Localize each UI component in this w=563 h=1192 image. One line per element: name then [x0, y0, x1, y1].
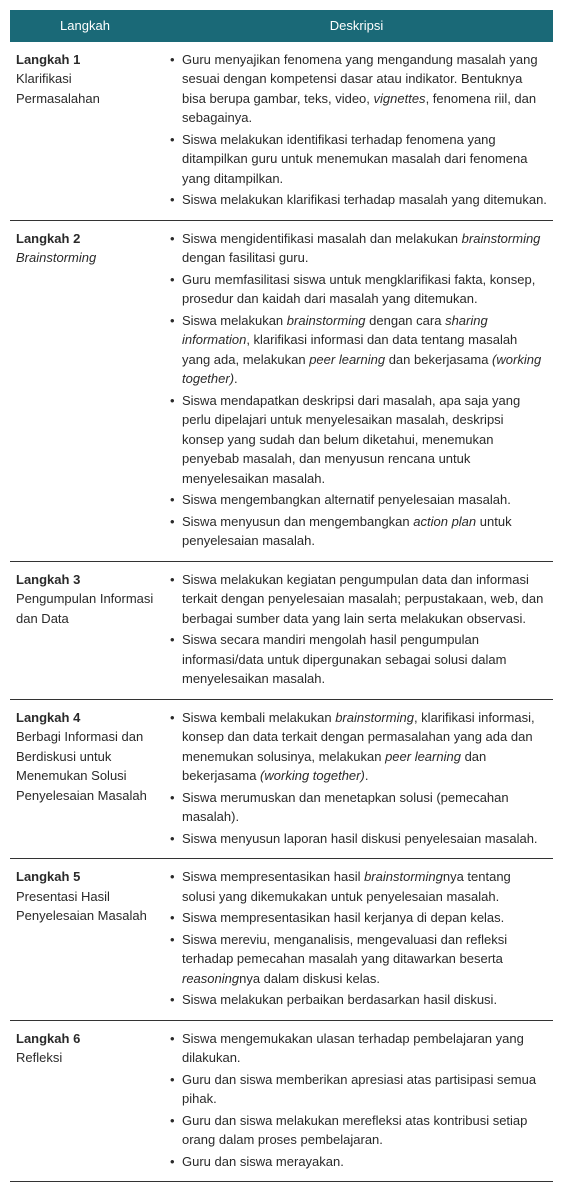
desc-cell: Siswa mengemukakan ulasan terhadap pembe…	[160, 1020, 553, 1182]
list-item: Siswa melakukan perbaikan berdasarkan ha…	[166, 990, 547, 1010]
header-col-desc: Deskripsi	[160, 10, 553, 42]
list-item: Siswa menyusun dan mengembangkan action …	[166, 512, 547, 551]
table-row: Langkah 3Pengumpulan Informasi dan DataS…	[10, 561, 553, 699]
list-item: Siswa melakukan identifikasi terhadap fe…	[166, 130, 547, 189]
list-item: Siswa melakukan brainstorming dengan car…	[166, 311, 547, 389]
desc-cell: Guru menyajikan fenomena yang mengandung…	[160, 42, 553, 221]
desc-list: Siswa mempresentasikan hasil brainstormi…	[166, 867, 547, 1010]
list-item: Siswa melakukan kegiatan pengumpulan dat…	[166, 570, 547, 629]
desc-list: Guru menyajikan fenomena yang mengandung…	[166, 50, 547, 210]
step-title: Klarifikasi Permasalahan	[16, 69, 154, 108]
list-item: Guru dan siswa merayakan.	[166, 1152, 547, 1172]
list-item: Siswa merumuskan dan menetapkan solusi (…	[166, 788, 547, 827]
step-label: Langkah 3	[16, 570, 154, 590]
desc-list: Siswa mengemukakan ulasan terhadap pembe…	[166, 1029, 547, 1172]
desc-cell: Siswa mengidentifikasi masalah dan melak…	[160, 220, 553, 561]
list-item: Siswa mempresentasikan hasil kerjanya di…	[166, 908, 547, 928]
list-item: Siswa mengembangkan alternatif penyelesa…	[166, 490, 547, 510]
desc-list: Siswa mengidentifikasi masalah dan melak…	[166, 229, 547, 551]
step-title: Refleksi	[16, 1048, 154, 1068]
step-title: Pengumpulan Informasi dan Data	[16, 589, 154, 628]
step-label: Langkah 6	[16, 1029, 154, 1049]
step-cell: Langkah 6Refleksi	[10, 1020, 160, 1182]
step-cell: Langkah 3Pengumpulan Informasi dan Data	[10, 561, 160, 699]
list-item: Siswa secara mandiri mengolah hasil peng…	[166, 630, 547, 689]
header-col-step: Langkah	[10, 10, 160, 42]
table-row: Langkah 2BrainstormingSiswa mengidentifi…	[10, 220, 553, 561]
table-row: Langkah 1Klarifikasi PermasalahanGuru me…	[10, 42, 553, 221]
table-row: Langkah 5Presentasi Hasil Penyelesaian M…	[10, 859, 553, 1021]
table-body: Langkah 1Klarifikasi PermasalahanGuru me…	[10, 42, 553, 1182]
list-item: Siswa mereviu, menganalisis, mengevaluas…	[166, 930, 547, 989]
desc-cell: Siswa melakukan kegiatan pengumpulan dat…	[160, 561, 553, 699]
table-header: Langkah Deskripsi	[10, 10, 553, 42]
list-item: Siswa mengemukakan ulasan terhadap pembe…	[166, 1029, 547, 1068]
list-item: Guru dan siswa melakukan merefleksi atas…	[166, 1111, 547, 1150]
list-item: Siswa melakukan klarifikasi terhadap mas…	[166, 190, 547, 210]
table-row: Langkah 4Berbagi Informasi dan Berdiskus…	[10, 699, 553, 859]
desc-list: Siswa melakukan kegiatan pengumpulan dat…	[166, 570, 547, 689]
list-item: Siswa menyusun laporan hasil diskusi pen…	[166, 829, 547, 849]
step-cell: Langkah 4Berbagi Informasi dan Berdiskus…	[10, 699, 160, 859]
step-label: Langkah 2	[16, 229, 154, 249]
step-title: Brainstorming	[16, 248, 154, 268]
steps-table: Langkah Deskripsi Langkah 1Klarifikasi P…	[10, 10, 553, 1182]
step-label: Langkah 1	[16, 50, 154, 70]
list-item: Siswa mengidentifikasi masalah dan melak…	[166, 229, 547, 268]
table-row: Langkah 6RefleksiSiswa mengemukakan ulas…	[10, 1020, 553, 1182]
desc-list: Siswa kembali melakukan brainstorming, k…	[166, 708, 547, 849]
list-item: Siswa kembali melakukan brainstorming, k…	[166, 708, 547, 786]
step-label: Langkah 5	[16, 867, 154, 887]
desc-cell: Siswa mempresentasikan hasil brainstormi…	[160, 859, 553, 1021]
desc-cell: Siswa kembali melakukan brainstorming, k…	[160, 699, 553, 859]
list-item: Guru menyajikan fenomena yang mengandung…	[166, 50, 547, 128]
step-cell: Langkah 2Brainstorming	[10, 220, 160, 561]
list-item: Siswa mempresentasikan hasil brainstormi…	[166, 867, 547, 906]
list-item: Siswa mendapatkan deskripsi dari masalah…	[166, 391, 547, 489]
list-item: Guru dan siswa memberikan apresiasi atas…	[166, 1070, 547, 1109]
step-cell: Langkah 1Klarifikasi Permasalahan	[10, 42, 160, 221]
step-label: Langkah 4	[16, 708, 154, 728]
step-title: Berbagi Informasi dan Berdiskusi untuk M…	[16, 727, 154, 805]
step-title: Presentasi Hasil Penyelesaian Masalah	[16, 887, 154, 926]
list-item: Guru memfasilitasi siswa untuk mengklari…	[166, 270, 547, 309]
step-cell: Langkah 5Presentasi Hasil Penyelesaian M…	[10, 859, 160, 1021]
